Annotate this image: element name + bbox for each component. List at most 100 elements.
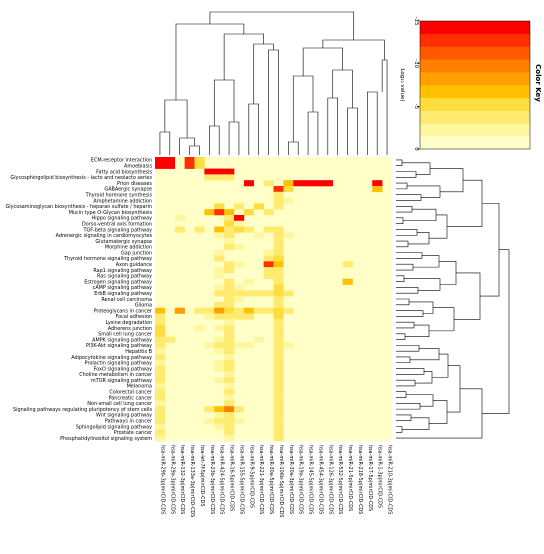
heatmap-cell <box>214 307 225 314</box>
heatmap-cell <box>155 394 166 401</box>
dendrogram-branch <box>396 298 410 306</box>
heatmap-cells <box>155 157 392 442</box>
dendrogram-branch <box>179 137 195 155</box>
heatmap-cell <box>273 261 284 268</box>
heatmap-cell <box>155 400 166 407</box>
heatmap-cell <box>234 417 245 424</box>
heatmap-cell <box>224 284 235 291</box>
dendrogram-branch <box>402 417 430 430</box>
heatmap-cell <box>273 412 284 419</box>
dendrogram-branch <box>175 23 245 100</box>
heatmap-cell <box>243 180 255 187</box>
heatmap-cell <box>273 255 284 262</box>
dendrogram-branch <box>209 11 355 40</box>
heatmap-cell <box>184 157 195 164</box>
heatmap-cell <box>243 313 255 320</box>
dendrogram-branch <box>159 131 171 155</box>
column-label: hsa-miR-30a-3p|mirCID-CDS <box>288 445 294 514</box>
dendrogram-branch <box>409 301 434 314</box>
heatmap-cell <box>155 307 166 314</box>
row-label: Signaling pathways regulating pluripoten… <box>13 407 152 413</box>
heatmap-cell <box>155 313 166 320</box>
dendrogram-branch <box>396 414 412 422</box>
dendrogram-branch <box>404 278 441 291</box>
heatmap-cell <box>155 336 166 343</box>
heatmap-cell <box>273 203 284 210</box>
heatmap-cell <box>224 359 235 366</box>
heatmap-cell <box>214 348 225 355</box>
heatmap-cell <box>224 301 235 308</box>
dendrogram-branch <box>302 47 343 76</box>
column-label: hsa-miR-29b-3p|mirCID-CDS <box>159 445 165 514</box>
heatmap-cell <box>224 168 235 175</box>
dendrogram-branch <box>408 232 430 245</box>
dendrogram-branch <box>396 333 406 340</box>
heatmap-cell <box>155 412 166 419</box>
heatmap-cell <box>214 365 225 372</box>
heatmap-cell <box>224 383 235 390</box>
heatmap-cell <box>234 313 245 320</box>
column-label: hsa-miR-9-5p|mirCID-CDS <box>248 445 254 508</box>
heatmap-cell <box>273 336 284 343</box>
heatmap-cell <box>224 365 235 372</box>
row-label: Glutamatergic synapse <box>95 239 152 245</box>
heatmap-cell <box>273 348 284 355</box>
row-label: Rap1 signaling pathway <box>93 268 152 274</box>
heatmap-cell <box>224 278 235 285</box>
heatmap-cell <box>164 157 176 164</box>
dendrogram-branch <box>480 203 500 297</box>
heatmap-cell <box>224 313 235 320</box>
heatmap-cell <box>184 162 195 169</box>
heatmap-cell <box>273 417 284 424</box>
row-label: Pancreatic cancer <box>109 395 153 401</box>
color-key-title: Color Key <box>534 64 542 102</box>
row-label: GABAergic synapse <box>104 187 152 193</box>
heatmap-cell <box>224 267 235 274</box>
heatmap-cell <box>224 348 235 355</box>
heatmap-cell <box>204 307 215 314</box>
heatmap-cell <box>234 290 245 297</box>
row-label: Renal cell carcinoma <box>101 297 152 303</box>
row-label: Lysine degradation <box>106 320 152 326</box>
heatmap-cell <box>155 377 166 384</box>
heatmap-cell <box>224 354 235 361</box>
heatmap-cell <box>263 249 274 256</box>
heatmap-cell <box>214 301 225 308</box>
heatmap-cell <box>214 267 225 274</box>
heatmap-cell <box>234 226 245 233</box>
heatmap-cell <box>283 180 294 187</box>
heatmap-cell <box>224 423 235 430</box>
heatmap-cell <box>224 261 235 268</box>
dendrogram-branch <box>396 345 420 352</box>
color-key-tick-label: -15 <box>413 17 419 26</box>
dendrogram-branch <box>396 368 425 375</box>
color-key-band <box>420 59 530 73</box>
heatmap-cell <box>273 243 284 251</box>
dendrogram-branch <box>396 321 415 329</box>
heatmap-cell <box>214 226 225 233</box>
dendrogram-branch <box>396 275 405 282</box>
column-label: hsa-miR-23b-3p|mirCID-CDS <box>209 445 215 514</box>
column-labels: hsa-miR-29b-3p|mirCID-CDS hsa-miR-29a-3p|… <box>159 445 392 517</box>
heatmap-cell <box>214 255 225 262</box>
heatmap-cell <box>253 203 264 210</box>
heatmap-cell <box>194 307 205 314</box>
row-label: Thyroid hormone signaling pathway <box>63 256 152 262</box>
heatmap-cell <box>273 197 284 204</box>
dendrogram-branch <box>396 229 418 236</box>
dendrogram-branch <box>367 91 378 155</box>
heatmap-cell <box>234 406 245 413</box>
heatmap-cell <box>214 168 225 175</box>
row-label: Gap junction <box>121 250 152 256</box>
heatmap-cell <box>224 226 235 233</box>
heatmap-cell <box>273 232 284 239</box>
heatmap-cell <box>155 319 166 326</box>
heatmap-cell <box>224 435 235 442</box>
row-label: Adherens junction <box>108 326 152 332</box>
column-label: hsa-miR-29a-3p|mirCID-CDS <box>169 445 175 514</box>
dendrogram-branch <box>429 214 448 239</box>
heatmap-cell <box>263 180 274 187</box>
column-label: hsa-miR-30a-5p|mirCID-CDS <box>268 445 274 514</box>
dendrogram-branch <box>209 125 220 155</box>
dendrogram-branch <box>396 391 407 398</box>
